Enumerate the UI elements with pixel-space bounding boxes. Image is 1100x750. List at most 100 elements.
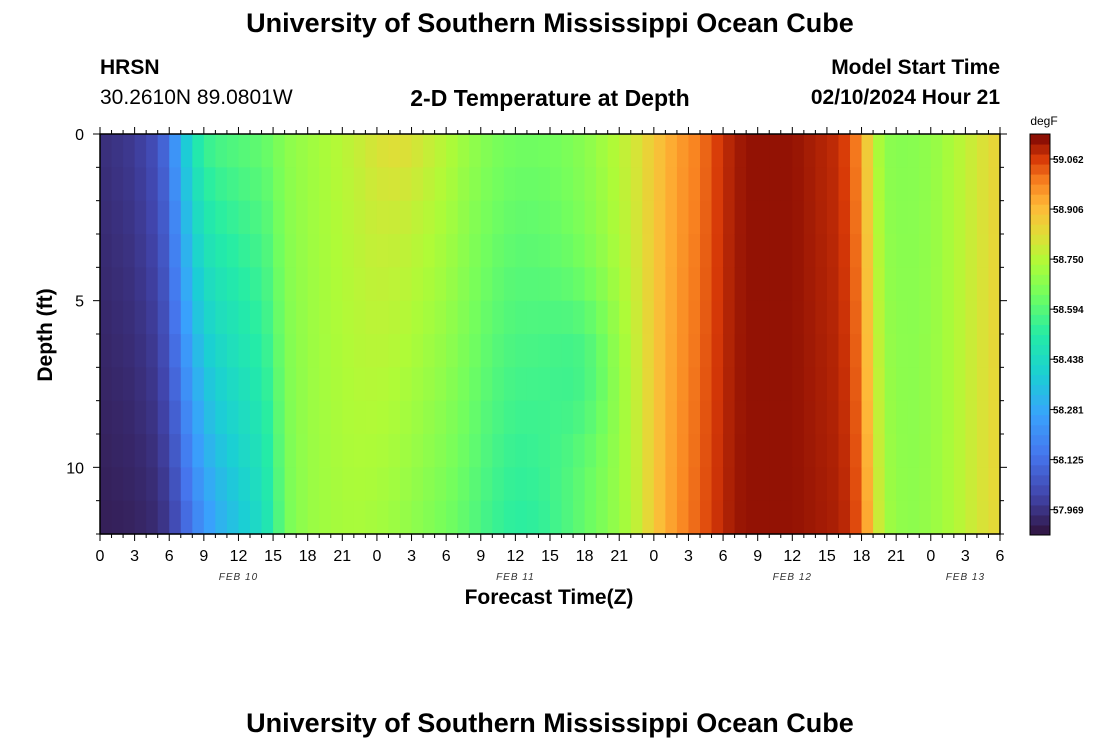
heatmap-cell bbox=[676, 500, 690, 535]
x-tick-label: 6 bbox=[442, 548, 451, 565]
heatmap-cell bbox=[273, 400, 286, 435]
heatmap-cell bbox=[250, 200, 263, 235]
heatmap-cell bbox=[146, 200, 159, 235]
heatmap-cell bbox=[803, 167, 816, 202]
heatmap-cell bbox=[850, 500, 863, 535]
heatmap-cell bbox=[100, 267, 113, 302]
heatmap-cell bbox=[238, 200, 251, 235]
heatmap-cell bbox=[515, 400, 528, 435]
heatmap-cell bbox=[884, 300, 897, 335]
heatmap-cell bbox=[550, 367, 563, 402]
heatmap-cell bbox=[353, 267, 366, 302]
heatmap-cell bbox=[573, 200, 586, 235]
colorbar-segment bbox=[1030, 294, 1050, 305]
heatmap-cell bbox=[192, 400, 205, 435]
heatmap-cell bbox=[365, 267, 378, 302]
colorbar-segment bbox=[1030, 404, 1050, 416]
heatmap-cell bbox=[123, 434, 136, 468]
heatmap-cell bbox=[873, 234, 886, 268]
heatmap-cell bbox=[319, 500, 332, 535]
heatmap-cell bbox=[653, 300, 666, 335]
heatmap-cell bbox=[596, 367, 609, 402]
heatmap-cell bbox=[976, 134, 990, 168]
heatmap-cell bbox=[526, 234, 540, 268]
heatmap-cell bbox=[919, 200, 932, 235]
heatmap-cell bbox=[896, 300, 909, 335]
heatmap-cell bbox=[526, 267, 540, 302]
heatmap-cell bbox=[630, 467, 643, 502]
heatmap-cell bbox=[123, 334, 136, 368]
heatmap-cell bbox=[411, 200, 424, 235]
heatmap-cell bbox=[250, 167, 263, 202]
heatmap-cell bbox=[792, 434, 805, 468]
heatmap-cell bbox=[780, 434, 793, 468]
heatmap-cell bbox=[711, 300, 724, 335]
heatmap-cell bbox=[319, 467, 332, 502]
heatmap-cell bbox=[238, 167, 251, 202]
colorbar-segment bbox=[1030, 424, 1050, 436]
heatmap-cell bbox=[561, 467, 574, 502]
x-tick-label: 6 bbox=[165, 548, 174, 565]
heatmap-cell bbox=[446, 200, 459, 235]
heatmap-cell bbox=[619, 500, 632, 535]
heatmap-cell bbox=[423, 167, 436, 202]
heatmap-cell bbox=[203, 134, 216, 168]
heatmap-cell bbox=[319, 134, 332, 168]
heatmap-cell bbox=[988, 434, 1001, 468]
heatmap-cell bbox=[480, 467, 493, 502]
heatmap-cell bbox=[942, 167, 955, 202]
heatmap-cell bbox=[469, 467, 482, 502]
colorbar-segment bbox=[1030, 514, 1050, 526]
heatmap-cell bbox=[734, 167, 747, 202]
heatmap-cell bbox=[376, 334, 390, 368]
heatmap-cell bbox=[988, 167, 1001, 202]
heatmap-cell bbox=[284, 267, 297, 302]
heatmap-cell bbox=[538, 234, 551, 268]
heatmap-cell bbox=[746, 400, 759, 435]
heatmap-cell bbox=[400, 134, 413, 168]
heatmap-cell bbox=[550, 434, 563, 468]
heatmap-cell bbox=[792, 234, 805, 268]
heatmap-cell bbox=[930, 467, 943, 502]
heatmap-cell bbox=[434, 200, 447, 235]
heatmap-cell bbox=[861, 167, 874, 202]
heatmap-cell bbox=[965, 134, 978, 168]
colorbar-segment bbox=[1030, 354, 1050, 366]
heatmap-cell bbox=[884, 467, 897, 502]
heatmap-cell bbox=[480, 500, 493, 535]
heatmap-cell bbox=[169, 434, 182, 468]
heatmap-cell bbox=[203, 267, 216, 302]
heatmap-cell bbox=[238, 134, 251, 168]
heatmap-cell bbox=[907, 300, 920, 335]
heatmap-cell bbox=[434, 500, 447, 535]
heatmap-cell bbox=[700, 500, 713, 535]
heatmap-cell bbox=[169, 200, 182, 235]
heatmap-cell bbox=[596, 234, 609, 268]
heatmap-cell bbox=[769, 400, 782, 435]
heatmap-cell bbox=[630, 367, 643, 402]
heatmap-cell bbox=[238, 267, 251, 302]
day-label: FEB 12 bbox=[773, 572, 812, 583]
heatmap-cell bbox=[169, 400, 182, 435]
heatmap-cell bbox=[111, 134, 124, 168]
heatmap-cell bbox=[700, 267, 713, 302]
heatmap-cell bbox=[792, 367, 805, 402]
heatmap-cell bbox=[700, 467, 713, 502]
heatmap-cell bbox=[376, 300, 390, 335]
heatmap-cell bbox=[296, 400, 309, 435]
heatmap-cell bbox=[942, 134, 955, 168]
heatmap-cell bbox=[815, 367, 828, 402]
heatmap-cell bbox=[746, 367, 759, 402]
heatmap-cell bbox=[665, 300, 678, 335]
heatmap-cell bbox=[596, 134, 609, 168]
x-tick-label: 9 bbox=[753, 548, 762, 565]
heatmap-cell bbox=[550, 300, 563, 335]
heatmap-cell bbox=[873, 334, 886, 368]
heatmap-cell bbox=[607, 134, 620, 168]
heatmap-cell bbox=[826, 500, 840, 535]
heatmap-cell bbox=[965, 234, 978, 268]
heatmap-cell bbox=[757, 334, 770, 368]
heatmap-cell bbox=[976, 200, 990, 235]
heatmap-cell bbox=[803, 367, 816, 402]
heatmap-cell bbox=[861, 367, 874, 402]
